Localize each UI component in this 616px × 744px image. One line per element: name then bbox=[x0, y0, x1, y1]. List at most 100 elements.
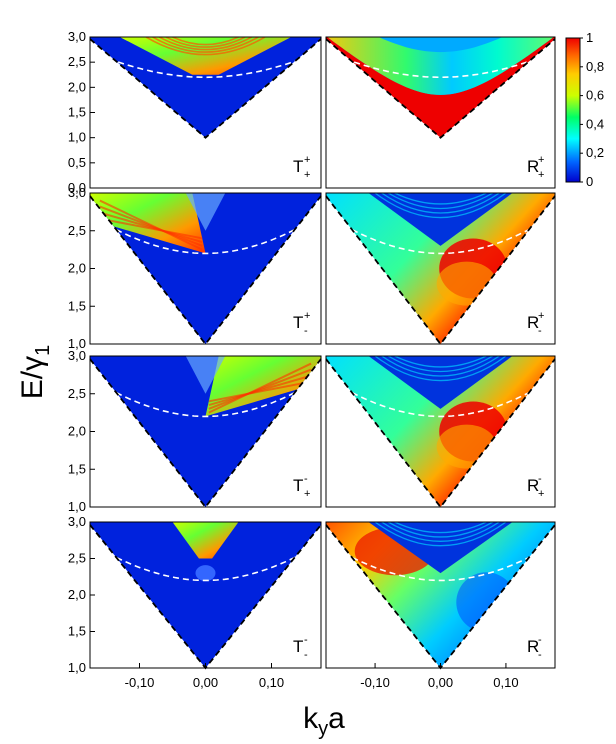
resonance-fringe bbox=[99, 199, 203, 251]
y-tick-label: 3,0 bbox=[68, 29, 86, 44]
y-tick-label: 1,0 bbox=[68, 660, 86, 675]
resonance-fringe bbox=[208, 380, 312, 403]
resonance-fringe bbox=[374, 193, 507, 219]
x-axis-label: kya bbox=[303, 702, 345, 740]
panel-t-1-0: T + - bbox=[89, 192, 322, 346]
light-cone-line bbox=[325, 358, 556, 509]
resonance-fringe bbox=[166, 179, 245, 185]
panel-t-3-0: T - - bbox=[89, 521, 322, 670]
y-tick-label: 3,0 bbox=[68, 185, 86, 200]
resonance-fringe bbox=[394, 356, 487, 368]
panel-label: R bbox=[527, 313, 539, 332]
y-tick-label: 2,5 bbox=[68, 551, 86, 566]
y-tick-label: 1,0 bbox=[68, 336, 86, 351]
colorbar-tick-label: 0,4 bbox=[586, 116, 604, 131]
panel-t-0-0: T + + bbox=[89, 36, 322, 189]
light-cone-line bbox=[89, 195, 322, 346]
transmission-cone bbox=[185, 193, 226, 231]
light-cone-line bbox=[89, 38, 322, 139]
resonance-fringe bbox=[387, 356, 494, 372]
resonance-fringe bbox=[208, 362, 312, 414]
band-edge-line bbox=[90, 214, 321, 255]
reflection-minimum bbox=[456, 572, 517, 633]
y-tick-label: 0,5 bbox=[68, 155, 86, 170]
y-tick-label: 2,5 bbox=[68, 386, 86, 401]
band-edge-line bbox=[163, 146, 249, 151]
resonance-fringe bbox=[387, 522, 494, 538]
x-tick-label: 0,10 bbox=[259, 675, 284, 690]
colorbar-tick-label: 0,8 bbox=[586, 59, 604, 74]
panel-frame bbox=[325, 355, 556, 508]
resonance-fringe bbox=[166, 173, 245, 179]
resonance-fringe bbox=[166, 167, 245, 173]
x-tick-label: -0,10 bbox=[360, 675, 390, 690]
colorbar-tick-label: 0 bbox=[586, 174, 593, 189]
resonance-fringe bbox=[401, 167, 480, 173]
panel-label-subscript: + bbox=[304, 169, 310, 181]
panel-label-subscript: + bbox=[304, 488, 310, 500]
band-edge-line bbox=[326, 51, 555, 79]
band-edge-line bbox=[326, 214, 555, 255]
resonance-fringe bbox=[387, 193, 494, 209]
panel-label: R bbox=[527, 637, 539, 656]
y-axis-label: E/γ1 bbox=[16, 345, 54, 399]
panel-label: T bbox=[293, 637, 303, 656]
y-tick-label: 0,0 bbox=[68, 180, 86, 195]
resonance-fringe bbox=[381, 522, 500, 542]
resonance-fringe bbox=[172, 37, 239, 46]
transmission-region bbox=[172, 522, 239, 559]
panel-frame bbox=[325, 36, 556, 189]
panel-label-superscript: - bbox=[538, 634, 542, 646]
resonance-fringe bbox=[208, 374, 312, 407]
panel-label-superscript: - bbox=[304, 634, 308, 646]
resonance-fringe bbox=[208, 368, 312, 410]
y-tick-label: 3,0 bbox=[68, 514, 86, 529]
panel-label-superscript: + bbox=[304, 154, 310, 166]
x-tick-label: -0,10 bbox=[125, 675, 155, 690]
resonance-fringe bbox=[166, 161, 245, 167]
y-tick-label: 2,5 bbox=[68, 54, 86, 69]
panels-layer: T ++ R++T +- R+-T -+ R-+T -- R-- bbox=[89, 36, 556, 670]
y-tick-label: 1,0 bbox=[68, 130, 86, 145]
y-tick-label: 3,0 bbox=[68, 348, 86, 363]
panel-label-superscript: + bbox=[304, 310, 310, 322]
resonance-fringe bbox=[394, 522, 487, 534]
resonance-fringe bbox=[394, 193, 487, 205]
y-tick-label: 2,0 bbox=[68, 79, 86, 94]
panel-label: T bbox=[293, 476, 303, 495]
panel-label-superscript: - bbox=[538, 473, 542, 485]
band-edge-line bbox=[90, 51, 321, 79]
resonance-fringe bbox=[401, 155, 480, 161]
x-tick-label: 0,00 bbox=[428, 675, 453, 690]
resonance-fringe bbox=[166, 155, 245, 161]
y-tick-label: 2,5 bbox=[68, 223, 86, 238]
colorbar-tick-label: 0,2 bbox=[586, 145, 604, 160]
y-tick-label: 1,5 bbox=[68, 624, 86, 639]
colorbar-tick-label: 1 bbox=[586, 30, 593, 45]
light-cone-line bbox=[325, 195, 556, 346]
panel-r-2-1: R- + bbox=[325, 355, 556, 509]
y-tick-label: 2,0 bbox=[68, 424, 86, 439]
ticks-layer: 3,02,52,01,51,00,50,03,02,52,01,51,03,02… bbox=[68, 29, 519, 690]
panel-label-subscript: - bbox=[538, 649, 542, 661]
panel-label: R bbox=[527, 157, 539, 176]
panel-label: T bbox=[293, 313, 303, 332]
x-tick-label: 0,10 bbox=[493, 675, 518, 690]
panel-frame bbox=[325, 192, 556, 345]
resonance-fringe bbox=[145, 37, 266, 56]
resonance-fringe bbox=[165, 37, 246, 48]
transmission-region bbox=[119, 37, 292, 75]
resonance-fringe bbox=[158, 37, 253, 51]
reflection-region bbox=[326, 37, 555, 95]
panel-label: R bbox=[527, 476, 539, 495]
resonance-fringe bbox=[401, 179, 480, 185]
transmission-cone bbox=[185, 356, 226, 394]
y-tick-label: 1,5 bbox=[68, 105, 86, 120]
axis-labels: kya E/γ1 bbox=[16, 345, 345, 740]
transmission-spot bbox=[195, 565, 216, 582]
panel-label-superscript: + bbox=[538, 154, 544, 166]
resonance-fringe bbox=[99, 217, 203, 240]
y-tick-label: 2,0 bbox=[68, 587, 86, 602]
resonance-fringe bbox=[374, 356, 507, 382]
